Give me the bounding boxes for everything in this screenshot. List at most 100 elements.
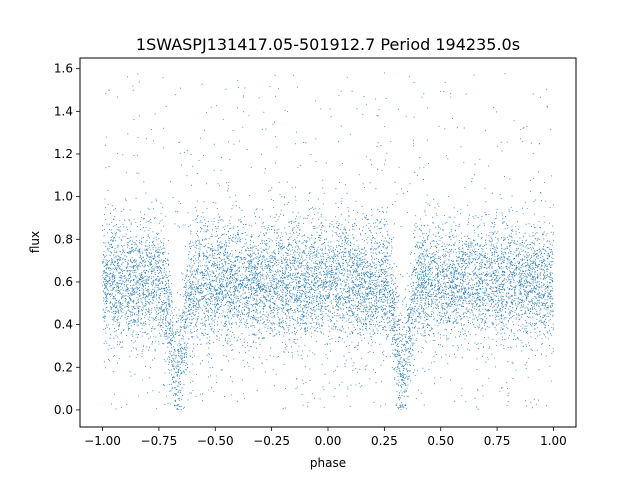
data-point	[528, 223, 530, 225]
data-point	[347, 283, 349, 285]
data-point	[444, 222, 446, 224]
data-point	[541, 296, 543, 298]
data-point	[292, 354, 293, 356]
data-point	[311, 319, 313, 321]
data-point	[142, 279, 144, 281]
data-point	[295, 220, 297, 222]
data-point	[136, 276, 138, 278]
data-point	[228, 320, 230, 322]
data-point	[214, 313, 216, 315]
data-point	[145, 192, 147, 194]
data-point	[178, 343, 180, 345]
data-point	[525, 312, 527, 314]
data-point	[459, 248, 460, 250]
data-point	[251, 279, 253, 281]
data-point	[198, 312, 200, 314]
data-point	[156, 232, 157, 234]
data-point	[213, 293, 215, 295]
data-point	[220, 272, 222, 274]
data-point	[479, 279, 481, 280]
data-point	[215, 279, 217, 281]
data-point	[297, 227, 299, 228]
data-point	[353, 307, 355, 309]
data-point	[225, 296, 227, 298]
data-point	[106, 289, 108, 290]
data-point	[329, 108, 331, 110]
data-point	[160, 248, 162, 250]
data-point	[380, 325, 382, 326]
data-point	[394, 297, 395, 299]
data-point	[123, 250, 125, 252]
data-point	[507, 395, 509, 397]
data-point	[135, 266, 137, 268]
data-point	[369, 283, 371, 285]
data-point	[375, 279, 377, 281]
data-point	[462, 283, 464, 285]
data-point	[346, 241, 348, 243]
data-point	[368, 276, 370, 278]
data-point	[271, 270, 272, 272]
data-point	[363, 333, 365, 335]
data-point	[426, 324, 428, 326]
data-point	[150, 294, 152, 296]
data-point	[516, 261, 518, 263]
data-point	[404, 296, 406, 298]
data-point	[145, 221, 147, 223]
data-point	[209, 339, 211, 341]
data-point	[173, 360, 175, 361]
data-point	[226, 315, 228, 316]
data-point	[180, 203, 182, 205]
data-point	[212, 293, 214, 295]
data-point	[505, 216, 506, 218]
data-point	[334, 328, 336, 330]
data-point	[400, 226, 402, 227]
data-point	[525, 240, 527, 242]
data-point	[175, 307, 177, 309]
data-point	[158, 343, 160, 345]
data-point	[362, 259, 364, 260]
data-point	[382, 309, 384, 311]
data-point	[413, 116, 415, 118]
data-point	[183, 326, 185, 328]
data-point	[294, 260, 295, 262]
data-point	[333, 298, 335, 300]
data-point	[442, 322, 444, 324]
data-point	[373, 261, 375, 263]
data-point	[119, 268, 121, 270]
data-point	[119, 225, 121, 227]
data-point	[347, 215, 349, 217]
data-point	[394, 321, 396, 322]
data-point	[380, 364, 382, 366]
data-point	[172, 335, 174, 336]
data-point	[158, 323, 160, 325]
data-point	[197, 236, 199, 238]
data-point	[207, 342, 209, 343]
data-point	[238, 140, 240, 142]
data-point	[519, 242, 521, 244]
data-point	[479, 311, 481, 313]
data-point	[420, 218, 421, 220]
data-point	[222, 281, 224, 282]
data-point	[128, 296, 130, 298]
data-point	[371, 306, 372, 308]
data-point	[547, 332, 549, 334]
data-point	[490, 262, 492, 263]
data-point	[185, 315, 187, 317]
data-point	[337, 227, 339, 228]
data-point	[501, 265, 503, 267]
data-point	[109, 292, 111, 294]
data-point	[437, 290, 439, 292]
data-point	[392, 292, 394, 294]
data-point	[536, 287, 538, 289]
data-point	[359, 319, 361, 321]
data-point	[113, 254, 114, 256]
data-point	[448, 196, 450, 198]
data-point	[312, 310, 314, 311]
data-point	[178, 142, 180, 144]
data-point	[512, 263, 514, 265]
data-point	[526, 260, 528, 261]
data-point	[171, 360, 172, 361]
data-point	[249, 284, 251, 285]
data-point	[250, 316, 252, 317]
